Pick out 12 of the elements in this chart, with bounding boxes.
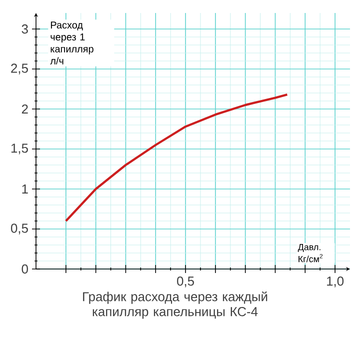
x-tick-label: 1,0 bbox=[327, 276, 344, 288]
x-axis-title: Давл. Кг/см$^{2}$ bbox=[298, 244, 323, 262]
y-tick-label: 2,5 bbox=[11, 64, 28, 74]
y-tick-label: 0 bbox=[22, 264, 28, 274]
y-tick-label: 3 bbox=[22, 24, 28, 34]
y-axis-title: Расход через 1 капилляр л/ч bbox=[50, 22, 94, 64]
y-tick-label: 1,5 bbox=[11, 144, 28, 154]
y-tick-label: 0,5 bbox=[10, 224, 28, 234]
line-series bbox=[64, 94, 288, 222]
text: График расхода через каждый капилляр капельницы КС-4 bbox=[83, 292, 268, 319]
y-tick-label: 2 bbox=[22, 104, 28, 114]
y-tick-label: 1 bbox=[22, 184, 28, 194]
